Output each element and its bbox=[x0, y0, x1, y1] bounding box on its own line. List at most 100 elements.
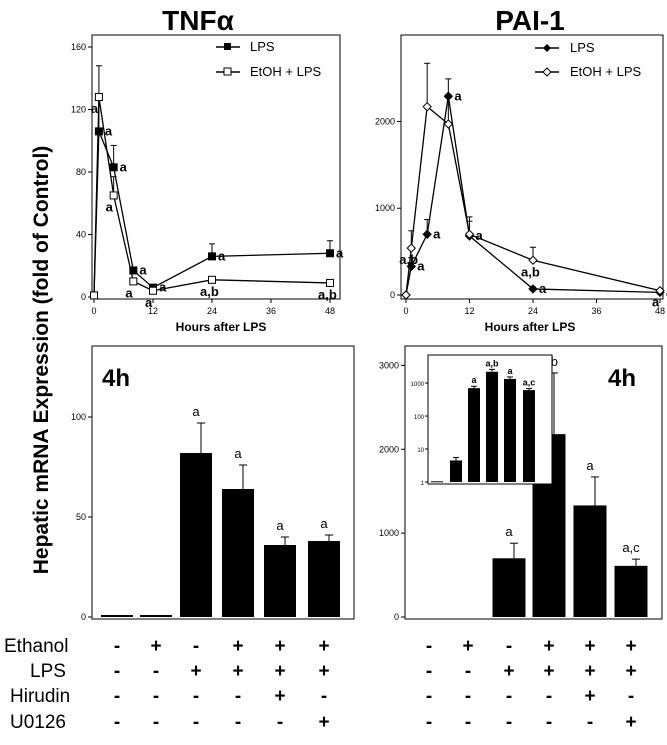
significance-label: a bbox=[652, 295, 660, 310]
bar bbox=[492, 558, 526, 617]
treatment-sign: + bbox=[190, 661, 201, 682]
treatment-sign: + bbox=[543, 661, 554, 682]
tnf-legend-lps: LPS bbox=[250, 39, 275, 54]
data-point bbox=[406, 243, 416, 253]
legend-open-diamond-icon bbox=[542, 67, 552, 77]
data-point bbox=[655, 285, 665, 296]
inset-bar bbox=[523, 390, 535, 482]
x-tick-label: 24 bbox=[207, 306, 217, 316]
bar bbox=[308, 541, 340, 617]
pai-bar-label: 4h bbox=[608, 365, 636, 392]
significance-label: a bbox=[276, 518, 284, 533]
treatment-sign: + bbox=[274, 686, 285, 707]
inset-significance-label: a,b bbox=[485, 358, 499, 368]
inset-significance-label: a,c bbox=[523, 378, 536, 388]
treatment-sign: - bbox=[628, 686, 634, 707]
treatment-sign: - bbox=[114, 636, 120, 657]
significance-label: a,b bbox=[521, 264, 540, 279]
pai-time-frame bbox=[400, 34, 664, 300]
y-tick-label: 100 bbox=[71, 412, 86, 422]
data-point bbox=[109, 163, 118, 172]
x-tick-label: 36 bbox=[266, 306, 276, 316]
treatment-sign: - bbox=[465, 712, 471, 733]
treatment-sign: + bbox=[274, 661, 285, 682]
treatment-sign: - bbox=[153, 686, 159, 707]
treatment-sign: - bbox=[426, 686, 432, 707]
data-point bbox=[208, 252, 216, 261]
significance-label: a bbox=[105, 123, 113, 138]
significance-label: a bbox=[218, 248, 226, 263]
significance-label: a bbox=[476, 228, 484, 243]
inset-y-tick-label: 100 bbox=[414, 415, 425, 421]
figure-ylabel: Hepatic mRNA Expression (fold of Control… bbox=[30, 146, 53, 575]
y-tick-label: 50 bbox=[76, 512, 86, 522]
inset-y-tick-label: 1 bbox=[421, 481, 425, 487]
x-tick-label: 12 bbox=[148, 306, 158, 316]
significance-label: a bbox=[586, 458, 594, 473]
pai-panel-title: PAI-1 bbox=[495, 5, 565, 36]
pai-time-chart: 010002000012243648aaaaaaa,ba,ba Hours af… bbox=[375, 34, 667, 334]
treatment-sign: - bbox=[426, 661, 432, 682]
tnf-time-xlabel: Hours after LPS bbox=[176, 320, 267, 334]
treatment-sign: + bbox=[318, 661, 329, 682]
data-point bbox=[129, 266, 138, 275]
treatment-sign: + bbox=[318, 636, 329, 657]
significance-label: a bbox=[91, 101, 99, 116]
treatment-sign: + bbox=[318, 712, 329, 733]
tnf-bar-chart: 4h 0 50 100 a a a a bbox=[71, 345, 355, 622]
series-line bbox=[93, 96, 331, 296]
treatment-sign: - bbox=[153, 661, 159, 682]
treatment-sign: - bbox=[426, 712, 432, 733]
x-tick-label: 36 bbox=[591, 306, 601, 316]
significance-label: a bbox=[336, 245, 344, 260]
y-tick-label: 120 bbox=[71, 105, 86, 115]
tnf-time-frame bbox=[91, 34, 341, 300]
data-point bbox=[129, 277, 138, 286]
data-point bbox=[443, 119, 454, 129]
row-label-lps: LPS bbox=[30, 661, 66, 682]
data-point bbox=[464, 229, 475, 239]
treatment-sign: + bbox=[625, 636, 636, 657]
legend-filled-diamond-icon bbox=[543, 44, 551, 52]
significance-label: a,b bbox=[200, 284, 219, 299]
bar bbox=[573, 505, 607, 617]
treatment-sign: + bbox=[503, 661, 514, 682]
significance-label: a bbox=[417, 258, 425, 273]
treatment-sign: - bbox=[235, 686, 241, 707]
significance-label: a,b bbox=[318, 287, 337, 302]
significance-label: a bbox=[454, 88, 462, 103]
data-point bbox=[326, 249, 334, 258]
data-point bbox=[94, 127, 103, 136]
treatment-sign: - bbox=[465, 661, 471, 682]
inset-bar bbox=[486, 371, 498, 482]
inset-bar bbox=[431, 481, 443, 483]
significance-label: a bbox=[145, 295, 153, 310]
data-point bbox=[90, 291, 98, 300]
treatment-sign: - bbox=[277, 712, 283, 733]
significance-label: a bbox=[120, 159, 128, 174]
pai-time-legend: LPS EtOH + LPS bbox=[535, 40, 641, 79]
significance-label: a bbox=[320, 516, 328, 531]
x-tick-label: 0 bbox=[403, 306, 408, 316]
tnf-legend-etoh: EtOH + LPS bbox=[250, 64, 321, 79]
data-point bbox=[528, 284, 538, 294]
significance-label: a bbox=[505, 524, 513, 539]
treatment-sign: + bbox=[462, 636, 473, 657]
y-tick-label: 3000 bbox=[379, 360, 399, 370]
bar bbox=[614, 565, 648, 617]
y-tick-label: 0 bbox=[390, 290, 395, 300]
legend-filled-square-icon bbox=[224, 43, 231, 50]
treatment-sign: - bbox=[426, 636, 432, 657]
tnf-bar-frame bbox=[91, 345, 355, 620]
treatment-table: Ethanol LPS Hirudin U0126 - - + + - - + + + + + + - -… bbox=[4, 636, 637, 733]
legend-open-square-icon bbox=[223, 67, 232, 76]
inset-significance-label: a bbox=[471, 375, 477, 385]
y-tick-label: 40 bbox=[76, 230, 86, 240]
treatment-sign: + bbox=[584, 661, 595, 682]
treatment-sign: - bbox=[546, 686, 552, 707]
treatment-sign: - bbox=[321, 686, 327, 707]
significance-label: a bbox=[539, 281, 547, 296]
treatment-sign: - bbox=[193, 712, 199, 733]
treatment-sign: - bbox=[465, 686, 471, 707]
